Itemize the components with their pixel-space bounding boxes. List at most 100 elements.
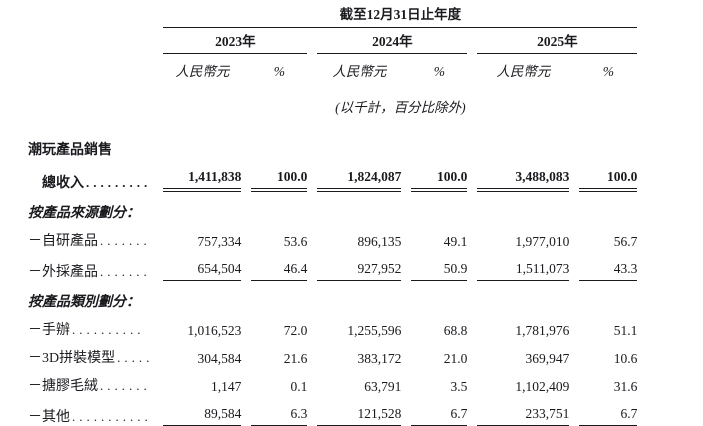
currency-label-2024: 人民幣元 <box>332 64 387 79</box>
leader-dots: ....... <box>100 233 151 248</box>
amount-cell: 1,411,838 <box>163 159 242 192</box>
amount-cell: 1,824,087 <box>317 159 402 192</box>
header-spacer <box>28 54 153 80</box>
year-header-2023: 2023年 <box>163 28 308 54</box>
table-row: －自研產品....... 757,334 53.6 896,135 49.1 1,977,… <box>28 222 637 250</box>
percent-label-2024: % <box>433 64 445 79</box>
table-row: －手辦.......... 1,016,523 72.0 1,255,596 68.8 1… <box>28 311 637 339</box>
row-label-text: －自研產品 <box>28 234 98 249</box>
leader-dots: ....... <box>100 264 151 279</box>
amount-cell: 927,952 <box>317 250 402 281</box>
percent-cell: 100.0 <box>579 159 638 192</box>
percent-cell: 50.9 <box>411 250 468 281</box>
table-row: －外採產品....... 654,504 46.4 927,952 50.9 1,511,… <box>28 250 638 281</box>
percent-cell: 0.1 <box>290 379 308 394</box>
table-row: －其他........... 89,584 6.3 121,528 6.7 233,751… <box>28 395 638 426</box>
amount-cell: 1,255,596 <box>347 323 402 338</box>
financial-table-page: 截至12月31日止年度 2023年 2024年 2025年 人民幣元 % 人民幣… <box>0 6 703 426</box>
percent-cell: 100.0 <box>411 159 468 192</box>
percent-cell: 51.1 <box>613 323 638 338</box>
row-label-text: －3D拼裝模型 <box>28 351 116 366</box>
percent-label-2023: % <box>273 64 285 79</box>
row-label: －自研產品....... <box>28 222 153 250</box>
currency-label-2025: 人民幣元 <box>496 64 551 79</box>
amount-cell: 383,172 <box>357 351 402 366</box>
amount-cell: 1,977,010 <box>515 234 570 249</box>
leader-dots: ......... <box>86 175 152 190</box>
percent-cell: 3.5 <box>450 379 468 394</box>
amount-cell: 757,334 <box>197 234 242 249</box>
section-label: 按產品類別劃分： <box>28 295 140 310</box>
table-row: 總收入......... 1,411,838 100.0 1,824,087 100.0… <box>28 159 638 192</box>
percent-cell: 31.6 <box>613 379 638 394</box>
row-label-text: 總收入 <box>42 176 84 191</box>
amount-cell: 1,147 <box>211 379 242 394</box>
section-header-row: 按產品來源劃分： <box>28 192 637 222</box>
amount-cell: 1,781,976 <box>515 323 570 338</box>
percent-cell: 6.7 <box>579 395 638 426</box>
percent-label-2025: % <box>602 64 614 79</box>
row-label: －其他........... <box>28 395 153 426</box>
year-header-2025: 2025年 <box>477 28 638 54</box>
amount-cell: 63,791 <box>364 379 402 394</box>
row-label-text: －手辦 <box>28 323 70 338</box>
percent-cell: 100.0 <box>251 159 308 192</box>
percent-cell: 53.6 <box>283 234 308 249</box>
header-spacer <box>28 28 153 54</box>
percent-cell: 68.8 <box>443 323 468 338</box>
period-header-row: 截至12月31日止年度 <box>28 6 638 28</box>
leader-dots: ....... <box>100 378 151 393</box>
amount-cell: 89,584 <box>163 395 242 426</box>
amount-cell: 304,584 <box>197 351 242 366</box>
amount-cell: 654,504 <box>163 250 242 281</box>
amount-cell: 3,488,083 <box>477 159 570 192</box>
unit-header-row: 人民幣元 % 人民幣元 % 人民幣元 % <box>28 54 637 80</box>
unit-note: (以千計，百分比除外) <box>335 100 466 115</box>
percent-cell: 6.3 <box>251 395 308 426</box>
table-row: －搪膠毛絨....... 1,147 0.1 63,791 3.5 1,102,409 31… <box>28 367 637 395</box>
currency-label-2023: 人民幣元 <box>175 64 230 79</box>
section-label: 按產品來源劃分： <box>28 206 140 221</box>
table-row: －3D拼裝模型..... 304,584 21.6 383,172 21.0 369,94… <box>28 339 637 367</box>
amount-cell: 121,528 <box>317 395 402 426</box>
row-label: 總收入......... <box>28 159 153 192</box>
amount-cell: 1,511,073 <box>477 250 570 281</box>
leader-dots: .......... <box>72 322 145 337</box>
revenue-breakdown-table: 截至12月31日止年度 2023年 2024年 2025年 人民幣元 % 人民幣… <box>18 6 647 426</box>
percent-cell: 49.1 <box>443 234 468 249</box>
note-row: (以千計，百分比除外) <box>28 80 637 116</box>
row-label-text: －外採產品 <box>28 265 98 280</box>
row-label: －外採產品....... <box>28 250 153 281</box>
amount-cell: 233,751 <box>477 395 570 426</box>
amount-cell: 1,102,409 <box>515 379 570 394</box>
section-header-row: 按產品類別劃分： <box>28 281 637 311</box>
amount-cell: 369,947 <box>525 351 570 366</box>
percent-cell: 72.0 <box>283 323 308 338</box>
year-header-2024: 2024年 <box>317 28 468 54</box>
percent-cell: 56.7 <box>613 234 638 249</box>
leader-dots: ..... <box>117 350 154 365</box>
percent-cell: 21.0 <box>443 351 468 366</box>
row-label-text: －其他 <box>28 410 70 425</box>
amount-cell: 896,135 <box>357 234 402 249</box>
percent-cell: 6.7 <box>411 395 468 426</box>
section-label: 潮玩產品銷售 <box>28 143 112 158</box>
percent-cell: 10.6 <box>613 351 638 366</box>
row-label: －手辦.......... <box>28 311 153 339</box>
year-header-row: 2023年 2024年 2025年 <box>28 28 638 54</box>
amount-cell: 1,016,523 <box>187 323 242 338</box>
row-label: －搪膠毛絨....... <box>28 367 153 395</box>
period-header: 截至12月31日止年度 <box>163 6 638 28</box>
percent-cell: 46.4 <box>251 250 308 281</box>
percent-cell: 43.3 <box>579 250 638 281</box>
header-spacer <box>28 80 153 116</box>
header-spacer <box>28 6 153 28</box>
percent-cell: 21.6 <box>283 351 308 366</box>
table-header: 截至12月31日止年度 2023年 2024年 2025年 人民幣元 % 人民幣… <box>28 6 638 116</box>
row-label-text: －搪膠毛絨 <box>28 379 98 394</box>
page: { "table": { "period_header": "截至12月31日止… <box>0 6 703 426</box>
leader-dots: ........... <box>72 409 152 424</box>
section-header-row: 潮玩產品銷售 <box>28 116 637 159</box>
row-label: －3D拼裝模型..... <box>28 339 153 367</box>
table-body: 潮玩產品銷售 總收入......... 1,411,838 100.0 1,824,08… <box>28 116 638 426</box>
